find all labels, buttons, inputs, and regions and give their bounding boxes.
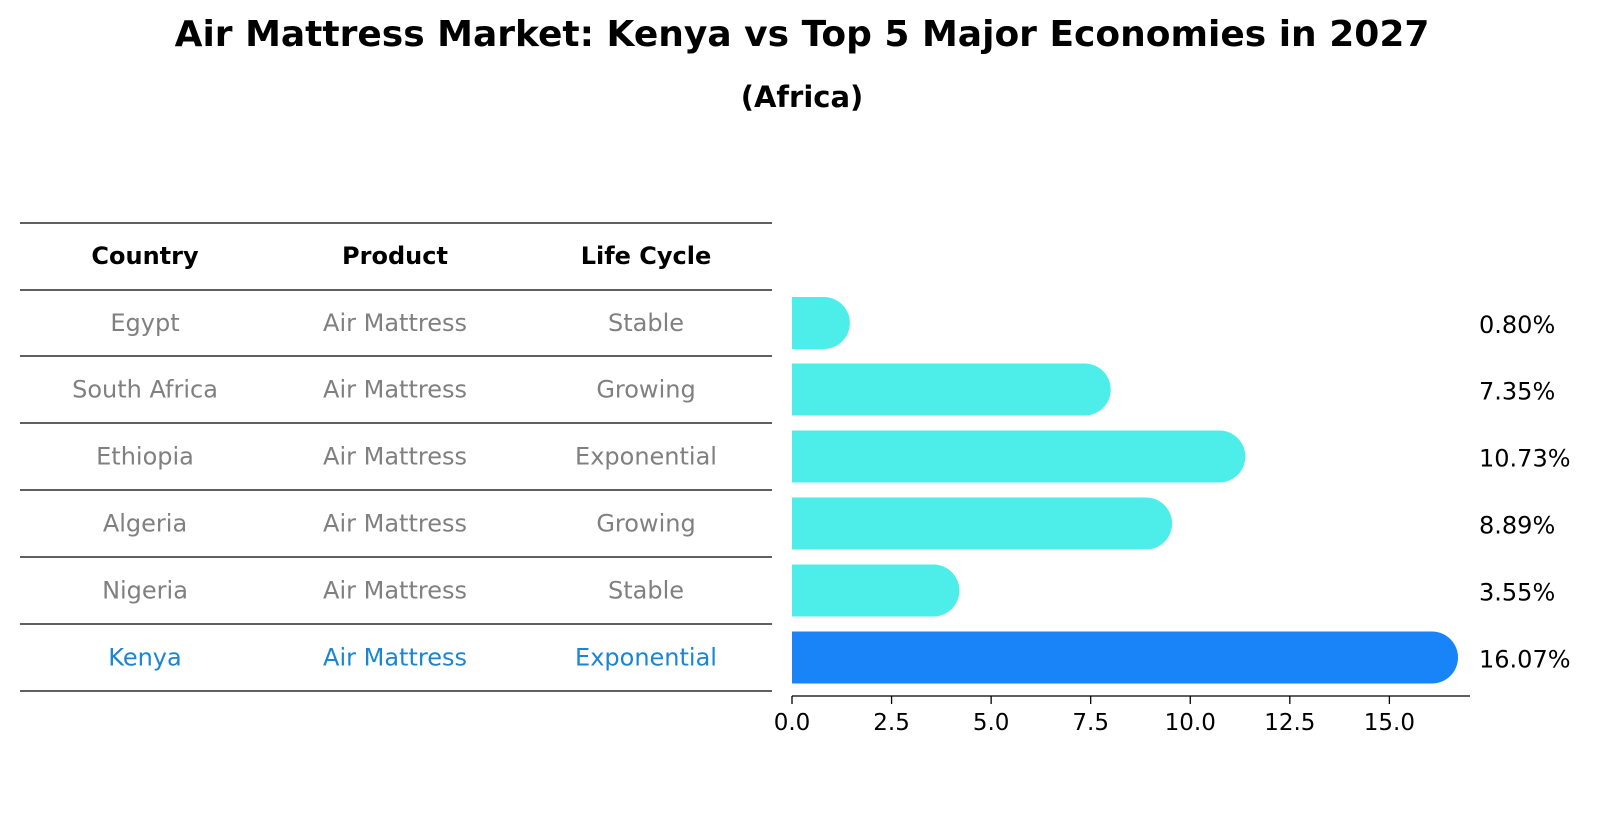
table-cell: Stable — [608, 577, 684, 605]
x-tick-label: 7.5 — [1072, 710, 1109, 736]
table-cell: Egypt — [110, 309, 179, 337]
table-cell: Air Mattress — [323, 309, 467, 337]
table-cell: Air Mattress — [323, 376, 467, 404]
table-header-country: Country — [91, 242, 199, 270]
bar-kenya — [792, 631, 1458, 684]
table-header-life-cycle: Life Cycle — [581, 242, 712, 270]
chart-title: Air Mattress Market: Kenya vs Top 5 Majo… — [174, 14, 1430, 55]
table-cell: Exponential — [575, 644, 717, 672]
bar-value-label: 3.55% — [1479, 579, 1555, 607]
table-cell: Growing — [596, 510, 695, 538]
bar-algeria — [792, 497, 1173, 550]
table-cell: Air Mattress — [323, 577, 467, 605]
table-cell: Air Mattress — [323, 644, 467, 672]
table-header-product: Product — [342, 242, 448, 270]
chart-subtitle: (Africa) — [740, 80, 864, 114]
bar-value-label: 8.89% — [1479, 512, 1555, 540]
bar-value-label: 16.07% — [1479, 646, 1571, 674]
x-tick-label: 12.5 — [1264, 710, 1315, 736]
table-cell: Stable — [608, 309, 684, 337]
x-tick-label: 10.0 — [1165, 710, 1216, 736]
bar-ethiopia — [792, 430, 1246, 483]
bar-value-label: 7.35% — [1479, 378, 1555, 406]
x-tick-label: 5.0 — [973, 710, 1010, 736]
bar-south-africa — [792, 363, 1111, 416]
x-tick-label: 0.0 — [774, 710, 811, 736]
bar-egypt — [792, 297, 850, 349]
table-cell: Air Mattress — [323, 510, 467, 538]
table-cell: Ethiopia — [96, 443, 194, 471]
table-cell: South Africa — [72, 376, 218, 404]
table-cell: Kenya — [108, 644, 181, 672]
table-cell: Nigeria — [102, 577, 188, 605]
table-cell: Algeria — [103, 510, 187, 538]
bar-value-label: 0.80% — [1479, 311, 1555, 339]
x-tick-label: 15.0 — [1364, 710, 1415, 736]
bar-value-label: 10.73% — [1479, 445, 1571, 473]
table-cell: Air Mattress — [323, 443, 467, 471]
x-tick-label: 2.5 — [873, 710, 910, 736]
table-cell: Exponential — [575, 443, 717, 471]
table-cell: Growing — [596, 376, 695, 404]
bar-nigeria — [792, 564, 960, 617]
